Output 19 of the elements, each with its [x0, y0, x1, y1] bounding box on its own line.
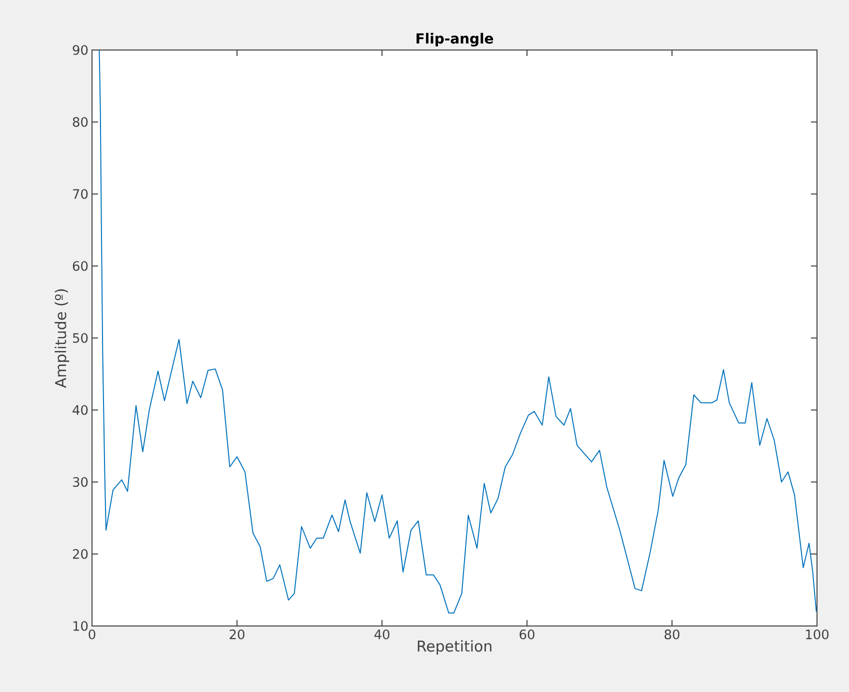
x-tick-label: 60 — [520, 630, 534, 640]
y-tick-label: 70 — [73, 189, 88, 199]
y-tick-label: 10 — [73, 621, 88, 631]
y-tick-label: 60 — [72, 261, 88, 271]
y-tick-label: 20 — [72, 549, 88, 559]
y-tick-label: 90 — [72, 45, 88, 55]
y-tick-label: 80 — [72, 117, 88, 127]
x-tick-label: 80 — [664, 630, 680, 640]
y-tick-label: 50 — [73, 333, 88, 343]
x-tick-label: 20 — [230, 630, 244, 640]
y-tick-label: 40 — [72, 405, 88, 415]
x-tick-label: 0 — [88, 630, 96, 640]
x-tick-label: 100 — [806, 630, 828, 640]
x-tick-label: 40 — [374, 630, 390, 640]
chart-title: Flip-angle — [416, 32, 494, 46]
y-tick-label: 30 — [72, 477, 88, 487]
y-axis-title: Amplitude (º) — [54, 289, 70, 388]
line-series — [98, 50, 817, 614]
x-axis-title: Repetition — [418, 640, 492, 655]
